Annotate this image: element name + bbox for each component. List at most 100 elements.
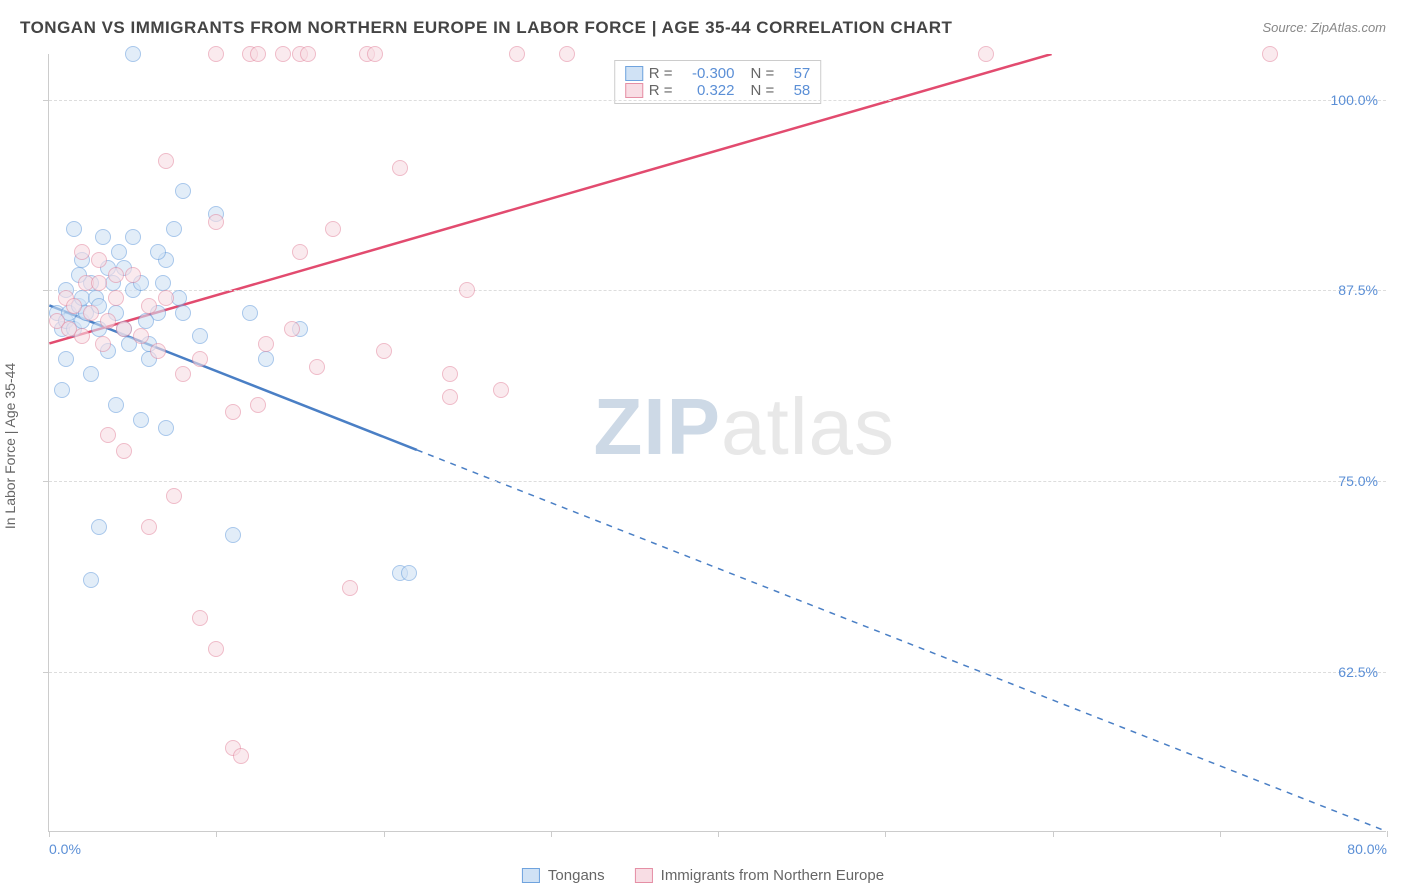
y-tick: [43, 290, 49, 291]
data-point: [292, 244, 308, 260]
watermark-atlas: atlas: [721, 382, 895, 471]
gridline-h: [49, 672, 1386, 673]
legend-swatch: [522, 868, 540, 883]
series-legend-item: Tongans: [522, 867, 605, 884]
x-tick: [384, 831, 385, 837]
data-point: [83, 305, 99, 321]
data-point: [493, 382, 509, 398]
data-point: [66, 221, 82, 237]
n-label: N =: [751, 82, 775, 99]
n-label: N =: [751, 65, 775, 82]
y-tick: [43, 672, 49, 673]
data-point: [1262, 46, 1278, 62]
legend-swatch: [635, 868, 653, 883]
data-point: [250, 397, 266, 413]
data-point: [208, 641, 224, 657]
data-point: [208, 214, 224, 230]
y-tick-label: 62.5%: [1338, 664, 1378, 680]
correlation-legend: R = -0.300 N = 57 R = 0.322 N = 58: [614, 60, 822, 104]
x-tick: [1220, 831, 1221, 837]
data-point: [133, 412, 149, 428]
data-point: [100, 427, 116, 443]
data-point: [392, 160, 408, 176]
data-point: [150, 244, 166, 260]
r-label: R =: [649, 82, 673, 99]
r-value: -0.300: [679, 65, 735, 82]
data-point: [91, 519, 107, 535]
legend-row: R = 0.322 N = 58: [625, 82, 811, 99]
x-tick: [1053, 831, 1054, 837]
data-point: [108, 267, 124, 283]
data-point: [95, 229, 111, 245]
data-point: [225, 404, 241, 420]
data-point: [325, 221, 341, 237]
data-point: [376, 343, 392, 359]
source-label: Source: ZipAtlas.com: [1262, 20, 1386, 35]
r-label: R =: [649, 65, 673, 82]
data-point: [309, 359, 325, 375]
data-point: [141, 298, 157, 314]
data-point: [250, 46, 266, 62]
data-point: [111, 244, 127, 260]
chart-title: TONGAN VS IMMIGRANTS FROM NORTHERN EUROP…: [20, 18, 952, 38]
plot-area: ZIPatlas R = -0.300 N = 57 R = 0.322 N =…: [48, 54, 1386, 832]
data-point: [158, 290, 174, 306]
data-point: [175, 305, 191, 321]
data-point: [175, 183, 191, 199]
data-point: [208, 46, 224, 62]
data-point: [95, 336, 111, 352]
x-tick: [885, 831, 886, 837]
data-point: [225, 527, 241, 543]
y-axis-label: In Labor Force | Age 35-44: [2, 363, 18, 529]
x-tick: [718, 831, 719, 837]
data-point: [116, 321, 132, 337]
data-point: [108, 397, 124, 413]
data-point: [66, 298, 82, 314]
regression-line-dashed: [417, 450, 1386, 831]
data-point: [401, 565, 417, 581]
series-legend: Tongans Immigrants from Northern Europe: [522, 867, 884, 884]
gridline-h: [49, 100, 1386, 101]
data-point: [150, 343, 166, 359]
data-point: [83, 572, 99, 588]
series-label: Immigrants from Northern Europe: [661, 867, 884, 884]
n-value: 58: [780, 82, 810, 99]
data-point: [192, 328, 208, 344]
data-point: [442, 389, 458, 405]
data-point: [158, 420, 174, 436]
data-point: [158, 153, 174, 169]
series-legend-item: Immigrants from Northern Europe: [635, 867, 884, 884]
data-point: [275, 46, 291, 62]
data-point: [155, 275, 171, 291]
data-point: [91, 252, 107, 268]
data-point: [74, 328, 90, 344]
data-point: [108, 290, 124, 306]
data-point: [138, 313, 154, 329]
data-point: [125, 267, 141, 283]
n-value: 57: [780, 65, 810, 82]
data-point: [125, 46, 141, 62]
legend-row: R = -0.300 N = 57: [625, 65, 811, 82]
x-tick-label: 80.0%: [1347, 841, 1387, 857]
regression-line-solid: [49, 54, 1051, 343]
data-point: [442, 366, 458, 382]
data-point: [300, 46, 316, 62]
data-point: [141, 519, 157, 535]
legend-swatch: [625, 83, 643, 98]
data-point: [258, 336, 274, 352]
watermark-zip: ZIP: [594, 382, 721, 471]
data-point: [233, 748, 249, 764]
data-point: [258, 351, 274, 367]
x-tick-label: 0.0%: [49, 841, 81, 857]
data-point: [83, 366, 99, 382]
y-tick-label: 100.0%: [1331, 92, 1378, 108]
data-point: [559, 46, 575, 62]
regression-lines: [49, 54, 1386, 831]
data-point: [166, 221, 182, 237]
data-point: [125, 229, 141, 245]
legend-swatch: [625, 66, 643, 81]
r-value: 0.322: [679, 82, 735, 99]
data-point: [74, 244, 90, 260]
data-point: [166, 488, 182, 504]
data-point: [91, 275, 107, 291]
